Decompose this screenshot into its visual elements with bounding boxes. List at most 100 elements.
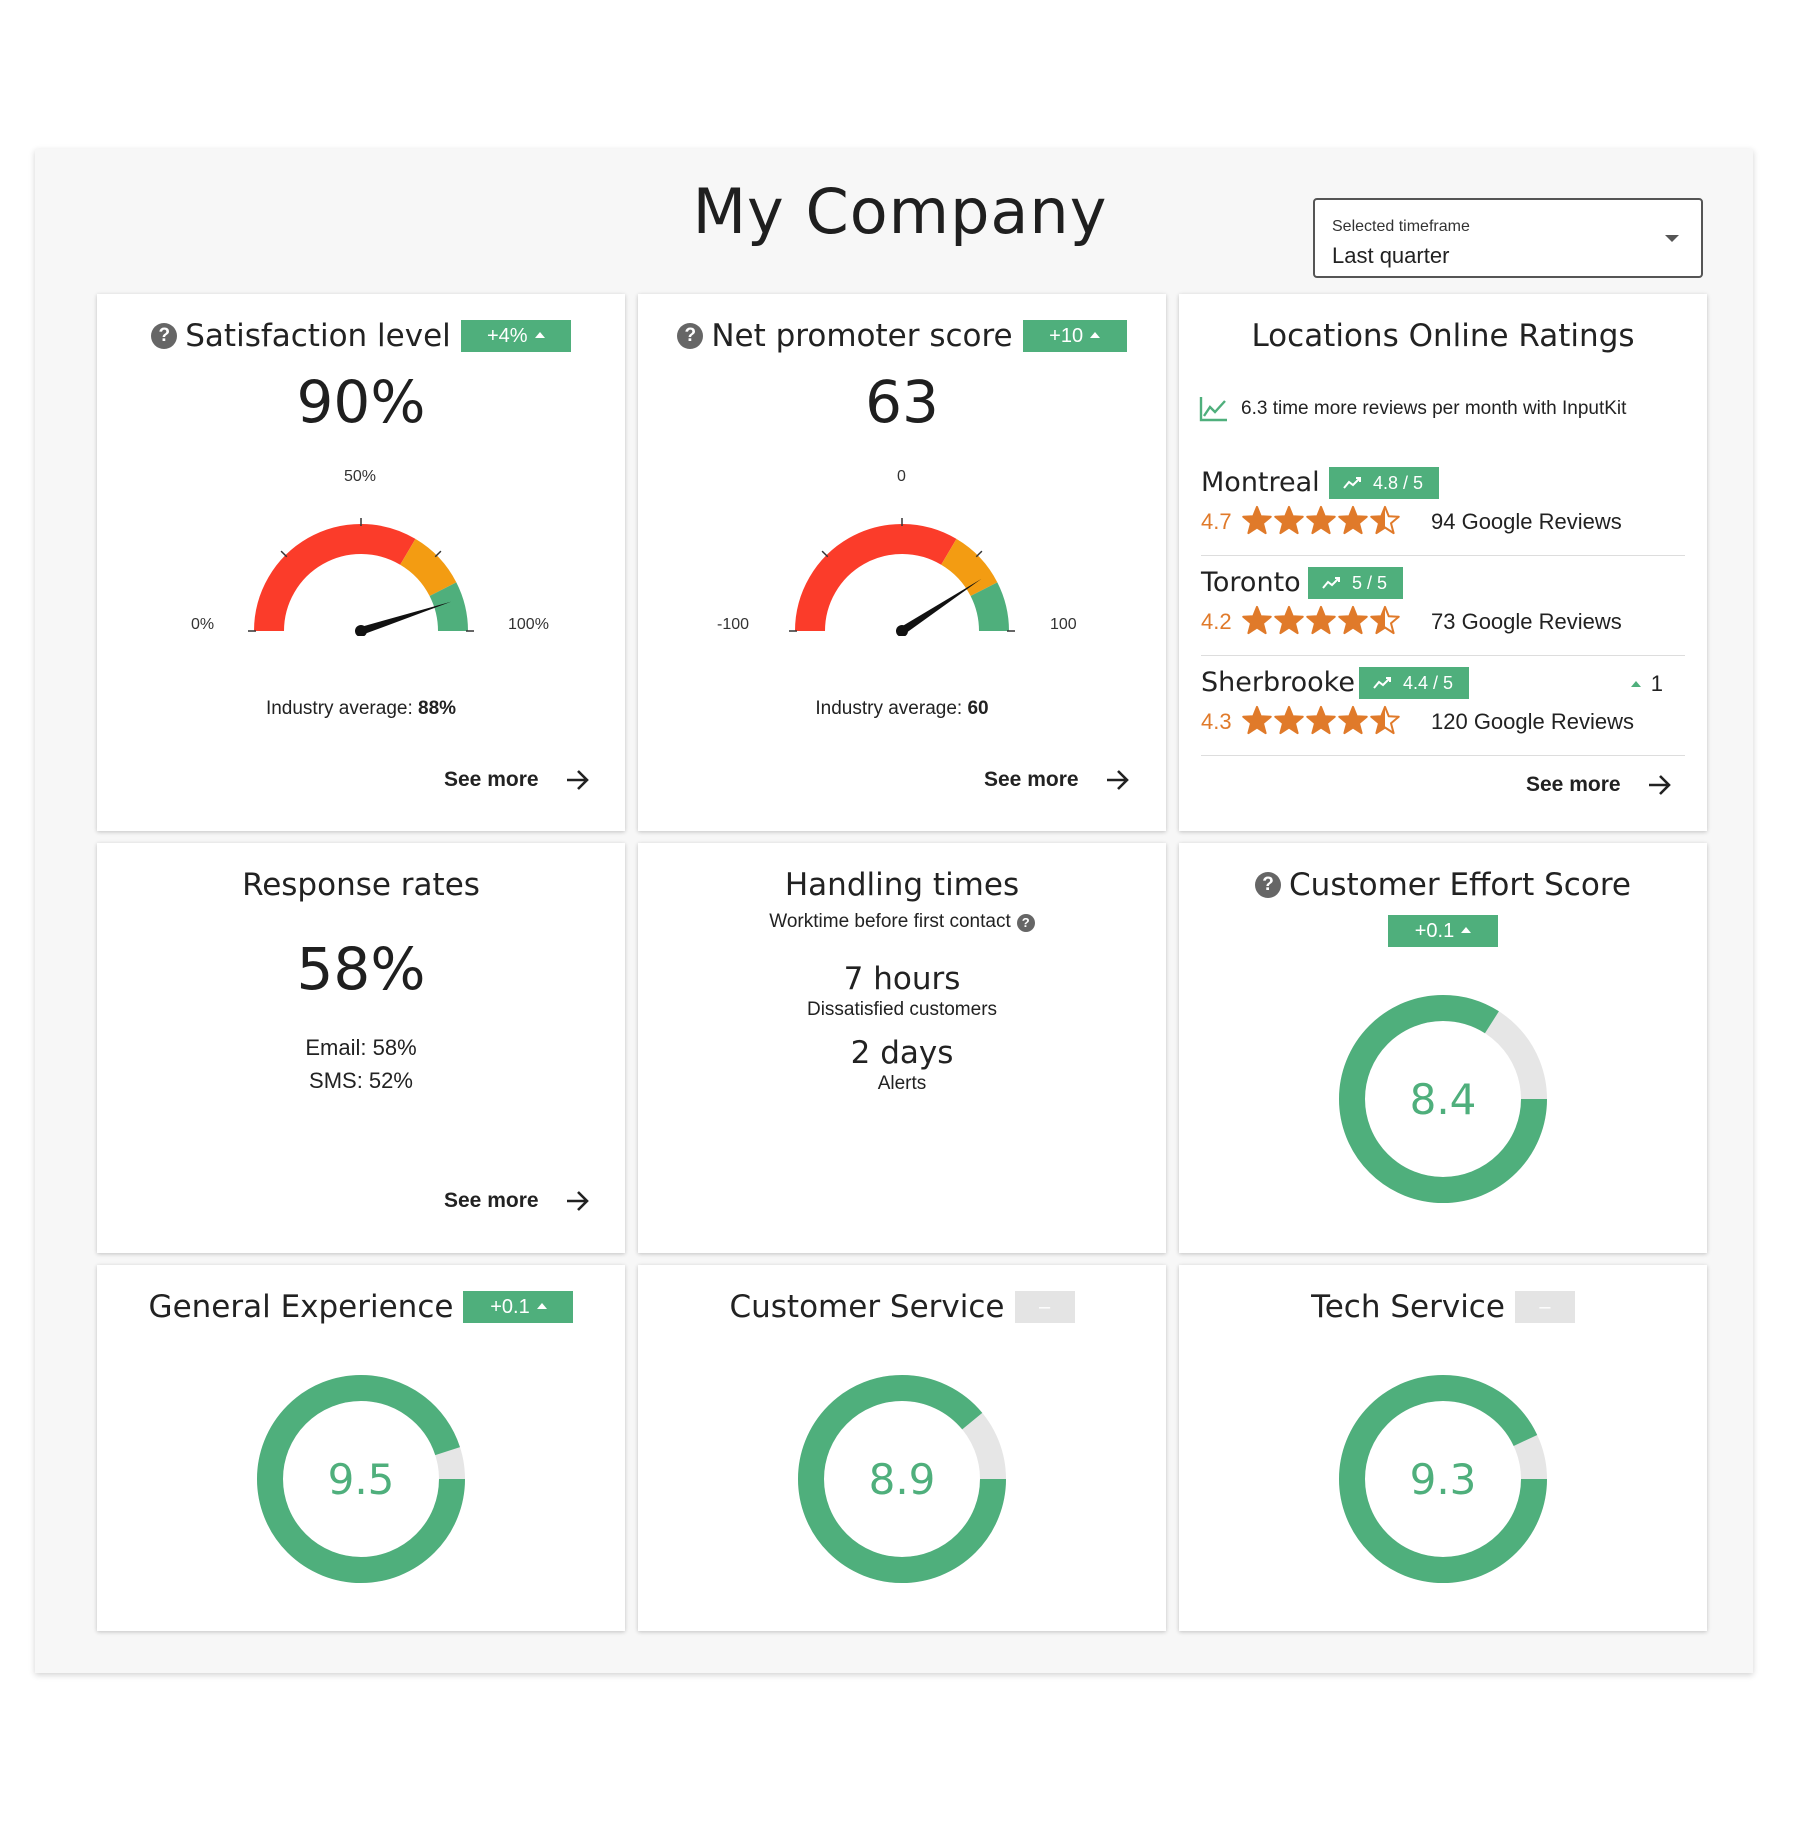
location-row-toronto[interactable]: Toronto 5 / 5 4.2 73 Google Reviews	[1201, 567, 1685, 656]
star-icon	[1242, 605, 1272, 635]
card-title: Customer Service	[729, 1289, 1005, 1325]
location-name: Sherbrooke	[1201, 667, 1355, 698]
caret-up-icon	[1630, 681, 1641, 687]
star-rating	[1241, 505, 1401, 535]
card-title: Net promoter score	[711, 318, 1013, 354]
gauge-needle-hub	[355, 625, 367, 636]
arrow-right-icon	[1106, 770, 1129, 790]
metric-value: 58%	[296, 935, 426, 1003]
arrow-right-icon	[566, 770, 589, 790]
star-icon	[1242, 505, 1272, 535]
location-badge: 4.4 / 5	[1359, 667, 1470, 699]
gauge-min-label: 0%	[191, 616, 215, 633]
location-rating: 4.2	[1201, 609, 1232, 634]
gauge-mid-label: 50%	[344, 468, 377, 485]
gauge-needle	[899, 578, 982, 635]
help-icon[interactable]: ?	[1255, 872, 1282, 898]
score-donut: 9.3	[1339, 1375, 1547, 1583]
see-more-link[interactable]: See more	[444, 768, 591, 792]
arrow-right-icon	[566, 1191, 589, 1211]
star-icon	[1242, 705, 1272, 735]
review-count: 94 Google Reviews	[1431, 509, 1622, 534]
caret-up-icon	[1090, 332, 1101, 338]
card-title: Response rates	[242, 867, 480, 903]
card-title: Locations Online Ratings	[1251, 318, 1635, 354]
review-count: 73 Google Reviews	[1431, 609, 1622, 634]
trending-icon	[1343, 477, 1361, 489]
sms-rate: SMS: 52%	[309, 1068, 413, 1093]
satisfaction-gauge	[248, 518, 474, 636]
star-icon	[1306, 705, 1336, 735]
star-icon	[1274, 705, 1304, 735]
card-title: Customer Effort Score	[1289, 867, 1631, 903]
delta-badge: +0.1	[1388, 915, 1498, 947]
location-name: Montreal	[1201, 467, 1320, 498]
trending-icon	[1373, 677, 1391, 689]
help-icon[interactable]: ?	[1016, 914, 1035, 932]
card-title: Handling times	[784, 867, 1020, 903]
star-icon	[1338, 705, 1368, 735]
locations-card: Locations Online Ratings 6.3 time more r…	[1179, 294, 1707, 831]
card-title: General Experience	[148, 1289, 454, 1325]
gauge-orange-zone	[940, 538, 998, 597]
gauge-tick	[975, 550, 983, 558]
help-icon[interactable]: ?	[677, 323, 704, 349]
gauge-max-label: 100	[1050, 616, 1077, 633]
delta-badge: –	[1014, 1291, 1075, 1323]
review-count: 120 Google Reviews	[1431, 709, 1635, 734]
location-row-montreal[interactable]: Montreal 4.8 / 5 4.7 94 Google Reviews	[1201, 467, 1685, 556]
handling-value-1: 7 hours	[843, 961, 961, 997]
industry-average: Industry average: 60	[815, 698, 989, 719]
location-badge: 5 / 5	[1308, 567, 1404, 599]
gauge-tick	[821, 550, 829, 558]
see-more-link[interactable]: See more	[1526, 773, 1673, 797]
help-icon[interactable]: ?	[151, 323, 178, 349]
star-icon	[1338, 505, 1368, 535]
timeframe-label: Selected timeframe	[1332, 218, 1470, 235]
star-icon	[1370, 605, 1400, 635]
star-rating	[1241, 705, 1401, 735]
see-more-link[interactable]: See more	[444, 1189, 591, 1213]
gauge-red-zone	[254, 524, 416, 632]
star-rating	[1241, 605, 1401, 635]
rank-change: 1	[1630, 671, 1663, 697]
page-title: My Company	[692, 175, 1108, 248]
trending-icon	[1322, 577, 1340, 589]
gauge-tick	[280, 550, 288, 558]
delta-badge: +10	[1022, 320, 1127, 352]
timeframe-select[interactable]: Selected timeframe Last quarter	[1313, 198, 1703, 278]
location-rating: 4.7	[1201, 509, 1232, 534]
donut-fill	[1339, 995, 1547, 1203]
gauge-min-label: -100	[717, 616, 750, 633]
handling-subtitle: Worktime before first contact?	[638, 911, 1166, 933]
metric-value: 90%	[296, 368, 426, 436]
star-icon	[1306, 605, 1336, 635]
gauge-green-zone	[429, 582, 468, 632]
email-rate: Email: 58%	[305, 1035, 417, 1060]
nps-card: ? Net promoter score +10 63 0 -100 100 I…	[638, 294, 1166, 831]
gauge-orange-zone	[399, 538, 457, 597]
customer-service-card: Customer Service – 8.9	[638, 1265, 1166, 1631]
card-title: Tech Service	[1311, 1289, 1505, 1325]
see-more-link[interactable]: See more	[984, 768, 1131, 792]
gauge-needle-hub	[896, 625, 908, 636]
satisfaction-card: ? Satisfaction level +4% 90% 50% 0% 100%…	[97, 294, 625, 831]
star-icon	[1370, 505, 1400, 535]
score-donut: 8.9	[798, 1375, 1006, 1583]
caret-up-icon	[536, 1303, 547, 1309]
donut-value: 8.9	[869, 1455, 936, 1504]
general-experience-card: General Experience +0.1 9.5	[97, 1265, 625, 1631]
timeframe-value: Last quarter	[1332, 243, 1450, 268]
card-title: Satisfaction level	[185, 318, 451, 354]
donut-value: 9.3	[1410, 1455, 1477, 1504]
location-badge: 4.8 / 5	[1329, 467, 1440, 499]
gauge-max-label: 100%	[508, 616, 549, 633]
score-donut: 8.4	[1339, 995, 1547, 1203]
industry-average: Industry average: 88%	[265, 698, 457, 719]
donut-fill	[1339, 1375, 1547, 1583]
star-icon	[1274, 505, 1304, 535]
promo-text: 6.3 time more reviews per month with Inp…	[1199, 395, 1626, 423]
handling-label-2: Alerts	[877, 1073, 927, 1094]
gauge-mid-label: 0	[897, 468, 906, 485]
location-row-sherbrooke[interactable]: Sherbrooke 4.4 / 5 1 4.3 120 Google Revi…	[1201, 667, 1685, 756]
